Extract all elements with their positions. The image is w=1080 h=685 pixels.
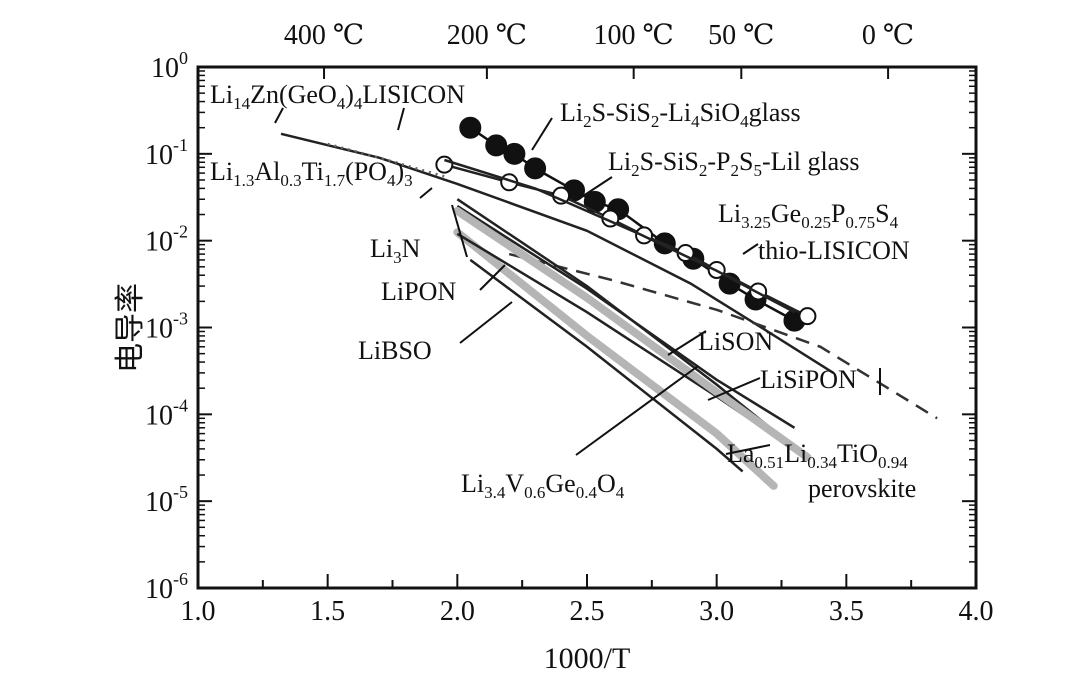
leader-line xyxy=(459,301,513,344)
y-tick-label: 10-6 xyxy=(145,569,188,605)
series-line-9 xyxy=(456,205,796,429)
label-libso: LiBSO xyxy=(358,336,432,365)
plot-frame xyxy=(196,65,978,590)
label-lvgo: Li3.4V0.6Ge0.4O4 xyxy=(461,469,625,502)
label-lisicon: Li14Zn(GeO4)4LISICON xyxy=(210,80,465,113)
series-line-8 xyxy=(469,258,744,473)
label-lii-glass: Li2S-SiS2-P2S5-Lil glass xyxy=(608,147,859,180)
x-tick-label: 1.5 xyxy=(310,596,345,627)
leader-line xyxy=(451,204,468,258)
label-thio-lisicon: thio-LISICON xyxy=(758,236,910,265)
label-arrows xyxy=(274,107,881,456)
x-axis-title: 1000/T xyxy=(544,642,631,675)
top-axis-label: 100 ℃ xyxy=(594,20,674,51)
leader-line xyxy=(419,187,433,199)
x-tick-label: 3.5 xyxy=(829,596,864,627)
leader-line xyxy=(531,117,553,151)
filled-data-point xyxy=(524,157,547,180)
leader-line xyxy=(707,377,761,401)
leader-line xyxy=(667,330,707,356)
series-line-7 xyxy=(453,228,778,490)
x-tick-labels: 1.0 1.5 2.0 2.5 3.0 3.5 4.0 xyxy=(181,596,994,627)
series-line-5 xyxy=(508,252,938,420)
label-li4sio4-glass: Li2S-SiS2-Li4SiO4glass xyxy=(560,98,801,131)
top-axis-label: 50 ℃ xyxy=(708,20,774,51)
leader-line xyxy=(725,444,771,455)
leader-line xyxy=(575,365,699,456)
x-tick-label: 2.0 xyxy=(440,596,475,627)
y-axis-title: 电导率 xyxy=(114,283,147,373)
label-lison: LiSON xyxy=(698,327,773,356)
open-data-point xyxy=(798,307,817,326)
filled-data-point xyxy=(503,142,526,165)
label-perovskite: perovskite xyxy=(808,474,916,503)
x-tick-label: 4.0 xyxy=(959,596,994,627)
series-labels: Li14Zn(GeO4)4LISICON Li2S-SiS2-Li4SiO4gl… xyxy=(210,80,916,503)
series-layer xyxy=(280,116,938,490)
leader-line xyxy=(742,243,759,255)
top-axis-label: 200 ℃ xyxy=(447,20,527,51)
x-tick-label: 2.5 xyxy=(570,596,605,627)
y-tick-label: 10-2 xyxy=(145,222,188,258)
top-axis-label: 0 ℃ xyxy=(862,20,914,51)
series-line-4 xyxy=(444,158,796,314)
label-latp: Li1.3Al0.3Ti1.7(PO4)3 xyxy=(210,157,413,190)
y-tick-label: 10-1 xyxy=(145,135,188,171)
axis-ticks xyxy=(197,66,977,589)
y-tick-label: 10-5 xyxy=(145,482,188,518)
leader-line xyxy=(479,264,506,291)
top-axis-label: 400 ℃ xyxy=(284,20,364,51)
y-tick-label: 100 xyxy=(151,48,188,84)
series-line-11 xyxy=(453,206,812,462)
open-data-point xyxy=(435,155,454,174)
x-tick-label: 1.0 xyxy=(181,596,216,627)
x-tick-label: 3.0 xyxy=(699,596,734,627)
filled-data-point xyxy=(459,116,482,139)
leader-line xyxy=(274,107,284,124)
label-lipon: LiPON xyxy=(381,277,456,306)
label-li3n: Li3N xyxy=(370,234,421,267)
leader-line xyxy=(576,176,613,201)
label-lisipon: LiSiPON xyxy=(760,365,857,394)
filled-data-point xyxy=(485,134,508,157)
leader-line xyxy=(397,107,405,131)
series-line-3 xyxy=(327,142,445,178)
y-tick-label: 10-4 xyxy=(145,395,188,431)
label-thio-formula: Li3.25Ge0.25P0.75S4 xyxy=(718,199,899,232)
y-tick-label: 10-3 xyxy=(145,309,188,345)
top-temperature-labels: 400 ℃ 200 ℃ 100 ℃ 50 ℃ 0 ℃ xyxy=(284,20,914,51)
label-llto-formula: La0.51Li0.34TiO0.94 xyxy=(727,439,908,472)
y-tick-labels: 100 10-1 10-2 10-3 10-4 10-5 10-6 xyxy=(145,48,188,605)
